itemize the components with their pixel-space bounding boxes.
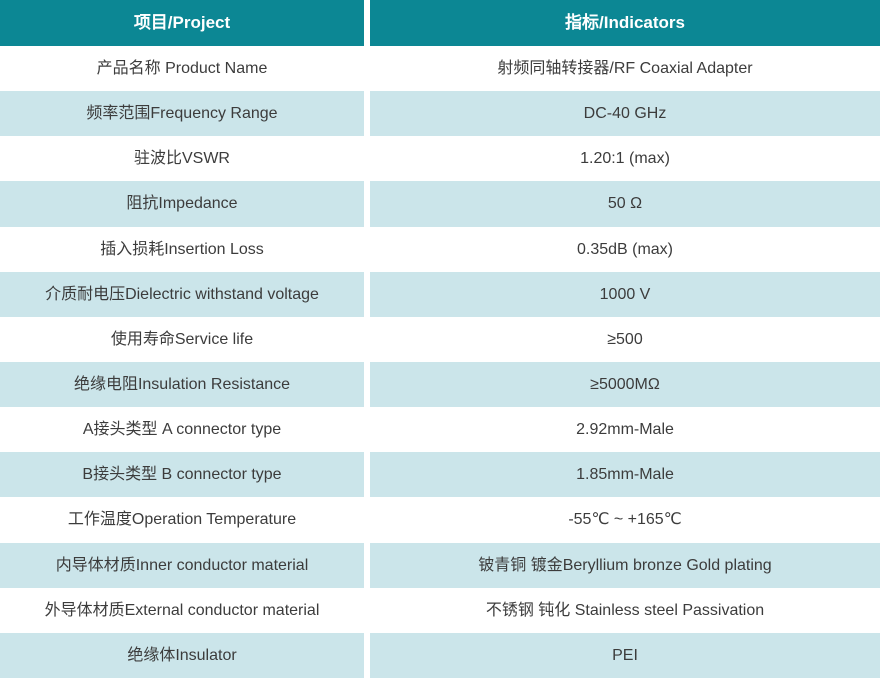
header-project: 项目/Project — [0, 0, 364, 46]
indicator-cell: ≥5000MΩ — [370, 361, 880, 408]
table-row: A接头类型 A connector type 2.92mm-Male — [0, 407, 880, 453]
project-cell: 阻抗Impedance — [0, 181, 364, 227]
project-cell: B接头类型 B connector type — [0, 452, 364, 498]
indicator-cell: PEI — [370, 632, 880, 678]
indicator-cell: -55℃ ~ +165℃ — [370, 497, 880, 543]
table-row: B接头类型 B connector type 1.85mm-Male — [0, 452, 880, 498]
table-row: 频率范围Frequency Range DC-40 GHz — [0, 91, 880, 137]
table-row: 介质耐电压Dielectric withstand voltage 1000 V — [0, 271, 880, 317]
indicator-cell: 1000 V — [370, 271, 880, 317]
indicator-cell: 不锈钢 钝化 Stainless steel Passivation — [370, 587, 880, 633]
project-cell: 频率范围Frequency Range — [0, 91, 364, 137]
indicator-cell: 1.85mm-Male — [370, 452, 880, 498]
indicator-cell: 2.92mm-Male — [370, 407, 880, 453]
table-row: 绝缘体Insulator PEI — [0, 632, 880, 678]
table-header-row: 项目/Project 指标/Indicators — [0, 0, 880, 46]
table-row: 使用寿命Service life ≥500 — [0, 316, 880, 362]
table-row: 阻抗Impedance 50 Ω — [0, 181, 880, 227]
indicator-cell: 射频同轴转接器/RF Coaxial Adapter — [370, 46, 880, 92]
indicator-cell: 铍青铜 镀金Beryllium bronze Gold plating — [370, 542, 880, 588]
project-cell: 插入损耗Insertion Loss — [0, 226, 364, 272]
project-cell: 产品名称 Product Name — [0, 46, 364, 92]
table-row: 驻波比VSWR 1.20:1 (max) — [0, 136, 880, 182]
project-cell: 使用寿命Service life — [0, 316, 364, 362]
project-cell: 工作温度Operation Temperature — [0, 497, 364, 543]
indicator-cell: 0.35dB (max) — [370, 226, 880, 272]
table-row: 工作温度Operation Temperature -55℃ ~ +165℃ — [0, 497, 880, 543]
header-indicator: 指标/Indicators — [370, 0, 880, 46]
table-row: 产品名称 Product Name 射频同轴转接器/RF Coaxial Ada… — [0, 46, 880, 92]
table-row: 绝缘电阻Insulation Resistance ≥5000MΩ — [0, 361, 880, 408]
project-cell: 介质耐电压Dielectric withstand voltage — [0, 271, 364, 317]
project-cell: 外导体材质External conductor material — [0, 587, 364, 633]
indicator-cell: 50 Ω — [370, 181, 880, 227]
project-cell: 绝缘体Insulator — [0, 632, 364, 678]
project-cell: A接头类型 A connector type — [0, 407, 364, 453]
table-row: 插入损耗Insertion Loss 0.35dB (max) — [0, 226, 880, 272]
indicator-cell: ≥500 — [370, 316, 880, 362]
indicator-cell: 1.20:1 (max) — [370, 136, 880, 182]
project-cell: 驻波比VSWR — [0, 136, 364, 182]
table-row: 内导体材质Inner conductor material 铍青铜 镀金Bery… — [0, 542, 880, 588]
table-row: 外导体材质External conductor material 不锈钢 钝化 … — [0, 587, 880, 633]
indicator-cell: DC-40 GHz — [370, 91, 880, 137]
project-cell: 绝缘电阻Insulation Resistance — [0, 361, 364, 408]
project-cell: 内导体材质Inner conductor material — [0, 542, 364, 588]
